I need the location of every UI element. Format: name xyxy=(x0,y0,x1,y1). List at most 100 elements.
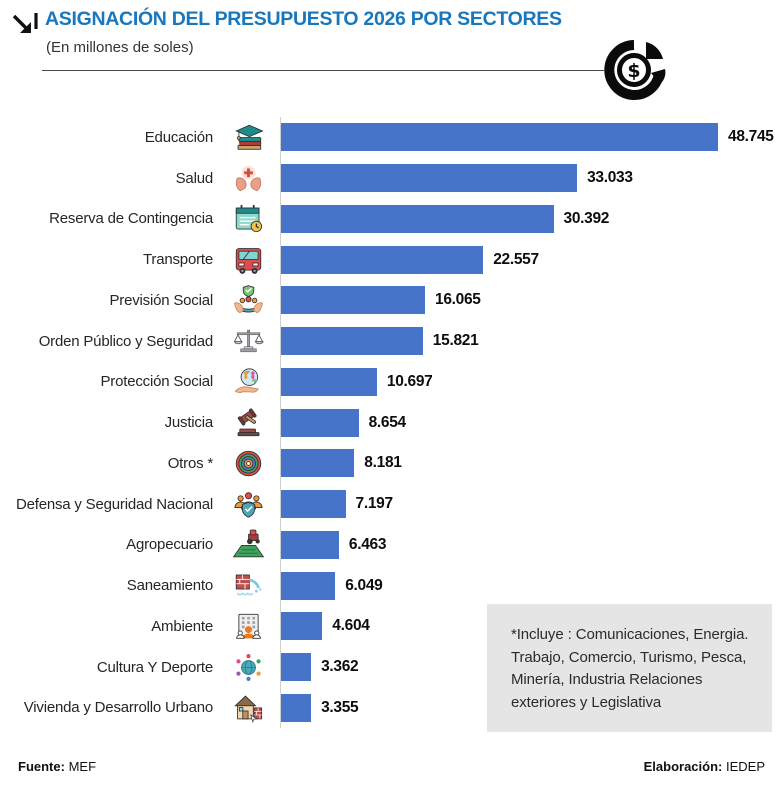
category-label: Reserva de Contingencia xyxy=(49,210,213,228)
gavel-icon xyxy=(217,405,280,440)
bar xyxy=(281,530,339,559)
page-subtitle: (En millones de soles) xyxy=(46,39,194,56)
value-label: 16.065 xyxy=(435,291,481,309)
category-label: Protección Social xyxy=(100,373,214,391)
bar xyxy=(281,449,355,478)
source-credit: Fuente: MEF xyxy=(18,759,97,774)
family-shield-hands-icon xyxy=(217,283,280,318)
bus-icon xyxy=(217,242,280,277)
bar-row: Transporte 22.557 xyxy=(10,239,775,280)
svg-text:$: $ xyxy=(627,60,640,82)
bar xyxy=(281,653,312,682)
bar-track: 3.355 xyxy=(280,687,775,729)
header-divider xyxy=(42,70,604,71)
bar-track: 8.654 xyxy=(280,402,775,443)
bar-track: 22.557 xyxy=(280,239,775,280)
building-people-icon xyxy=(217,609,280,644)
value-label: 30.392 xyxy=(563,209,610,227)
bar-row: Orden Público y Seguridad 15.821 xyxy=(10,320,775,362)
value-label: 7.197 xyxy=(355,495,394,513)
value-label: 3.362 xyxy=(321,658,359,676)
page-title: ASIGNACIÓN DEL PRESUPUESTO 2026 POR SECT… xyxy=(45,8,562,30)
bar-row: Agropecuario 6.463 xyxy=(10,524,775,566)
bar-row: Ambiente 4.604 xyxy=(10,606,775,647)
bar-track: 3.362 xyxy=(280,646,775,688)
value-label: 8.181 xyxy=(364,454,402,472)
bar xyxy=(281,612,323,641)
bar-track: 30.392 xyxy=(280,198,775,240)
value-label: 22.557 xyxy=(493,250,539,268)
category-label: Salud xyxy=(175,169,214,187)
bar-row: Cultura Y Deporte 3.362 xyxy=(10,646,775,688)
value-label: 6.463 xyxy=(348,535,387,553)
bar-row: Saneamiento 6.049 xyxy=(10,565,775,606)
bar xyxy=(281,245,484,274)
category-label: Saneamiento xyxy=(126,577,213,595)
bar-track: 6.463 xyxy=(280,524,775,566)
bar xyxy=(281,571,336,600)
target-rings-icon xyxy=(217,446,280,481)
bar-row: Vivienda y Desarrollo Urbano 3.355 xyxy=(10,687,775,729)
category-label: Otros * xyxy=(167,454,213,472)
brick-wall-water-icon xyxy=(217,568,280,603)
value-label: 10.697 xyxy=(386,372,433,390)
bar-row: Educación 48.745 xyxy=(10,117,775,158)
category-label: Orden Público y Seguridad xyxy=(38,332,213,350)
value-label: 6.049 xyxy=(345,576,383,594)
value-label: 33.033 xyxy=(587,169,633,187)
bar-track: 8.181 xyxy=(280,443,775,484)
footer: Fuente: MEF Elaboración: IEDEP xyxy=(18,759,765,774)
coin-pie-chart-icon: $ xyxy=(604,38,668,102)
graduation-books-icon xyxy=(217,120,280,155)
bar-track: 48.745 xyxy=(280,117,775,158)
bar-track: 33.033 xyxy=(280,157,775,199)
elaboration-credit: Elaboración: IEDEP xyxy=(643,759,765,774)
hands-medical-cross-icon xyxy=(217,161,280,196)
category-label: Agropecuario xyxy=(126,536,213,554)
hand-globe-people-icon xyxy=(217,364,280,399)
bar xyxy=(281,490,346,519)
bar-row: Defensa y Seguridad Nacional 7.197 xyxy=(10,483,775,525)
category-label: Vivienda y Desarrollo Urbano xyxy=(23,699,213,717)
bar xyxy=(281,123,718,152)
value-label: 4.604 xyxy=(332,617,370,635)
bar-row: Previsión Social 16.065 xyxy=(10,280,775,321)
value-label: 3.355 xyxy=(321,698,359,716)
category-label: Ambiente xyxy=(151,617,213,635)
bar-track: 10.697 xyxy=(280,361,775,403)
footnote-box: *Incluye : Comunicaciones, Energia. Trab… xyxy=(487,604,772,732)
bar-row: Protección Social 10.697 xyxy=(10,361,775,403)
bar xyxy=(281,204,554,233)
bar-track: 15.821 xyxy=(280,320,775,362)
house-brick-wall-icon xyxy=(217,690,280,725)
arrow-down-right-icon xyxy=(8,10,40,42)
category-label: Justicia xyxy=(164,414,214,432)
bar-row: Salud 33.033 xyxy=(10,157,775,199)
bar xyxy=(281,286,425,315)
category-label: Previsión Social xyxy=(109,291,213,309)
bar-row: Reserva de Contingencia 30.392 xyxy=(10,198,775,240)
people-shield-icon xyxy=(217,487,280,522)
calendar-clock-icon xyxy=(217,201,280,236)
bar xyxy=(281,408,359,437)
value-label: 8.654 xyxy=(368,413,407,431)
bar-track: 16.065 xyxy=(280,280,775,321)
bar xyxy=(281,693,312,722)
bar xyxy=(281,327,423,356)
category-label: Cultura Y Deporte xyxy=(96,658,213,676)
category-label: Defensa y Seguridad Nacional xyxy=(15,495,213,513)
scales-of-justice-icon xyxy=(217,324,280,359)
footnote-text: *Incluye : Comunicaciones, Energia. Trab… xyxy=(511,626,749,711)
category-label: Transporte xyxy=(143,251,213,269)
category-label: Educación xyxy=(144,128,213,146)
value-label: 48.745 xyxy=(728,128,774,146)
bar xyxy=(281,164,578,193)
bar-row: Justicia 8.654 xyxy=(10,402,775,443)
bar-chart: Educación 48.745 Salud 33.033 Reserva de Con… xyxy=(10,117,775,729)
bar-track: 4.604 xyxy=(280,606,775,647)
bar-track: 6.049 xyxy=(280,565,775,606)
value-label: 15.821 xyxy=(432,332,479,350)
bar-row: Otros * 8.181 xyxy=(10,443,775,484)
globe-people-icon xyxy=(217,650,280,685)
bar xyxy=(281,367,377,396)
